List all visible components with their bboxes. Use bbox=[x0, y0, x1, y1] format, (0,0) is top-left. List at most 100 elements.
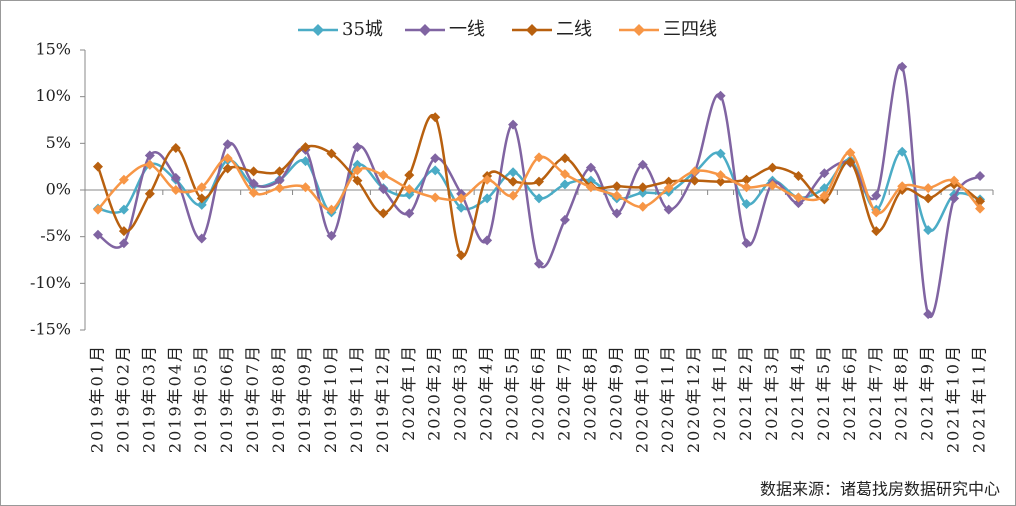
point bbox=[637, 187, 648, 198]
x-tick-label: 2020年5月 bbox=[503, 344, 522, 441]
x-tick-label: 2021年10月 bbox=[944, 344, 963, 453]
point bbox=[559, 169, 570, 180]
x-tick-label: 2020年10月 bbox=[632, 344, 651, 453]
point bbox=[741, 174, 752, 185]
point bbox=[793, 192, 804, 203]
point bbox=[871, 207, 882, 218]
x-tick-label: 2019年09月 bbox=[295, 344, 314, 453]
point bbox=[923, 183, 934, 194]
x-tick-label: 2020年1月 bbox=[399, 344, 418, 441]
point bbox=[663, 183, 674, 194]
point bbox=[715, 176, 726, 187]
point bbox=[508, 167, 519, 178]
x-tick-label: 2020年9月 bbox=[606, 344, 625, 441]
point bbox=[378, 208, 389, 219]
point bbox=[559, 153, 570, 164]
x-tick-label: 2019年08月 bbox=[269, 344, 288, 453]
y-tick-label: 0% bbox=[46, 180, 71, 199]
point bbox=[92, 161, 103, 172]
point bbox=[144, 188, 155, 199]
point bbox=[637, 182, 648, 193]
point bbox=[274, 183, 285, 194]
x-tick-label: 2019年04月 bbox=[165, 344, 184, 453]
point bbox=[118, 204, 129, 215]
point bbox=[975, 203, 986, 214]
point bbox=[456, 193, 467, 204]
point bbox=[508, 190, 519, 201]
point bbox=[845, 147, 856, 158]
point bbox=[300, 182, 311, 193]
point bbox=[897, 146, 908, 157]
point bbox=[534, 258, 544, 269]
point bbox=[534, 152, 544, 163]
point bbox=[741, 182, 752, 193]
point bbox=[326, 230, 337, 241]
point bbox=[300, 156, 311, 167]
point bbox=[923, 309, 934, 320]
point bbox=[585, 182, 596, 193]
point bbox=[637, 159, 648, 170]
point bbox=[715, 90, 726, 101]
point bbox=[637, 201, 648, 212]
point bbox=[508, 119, 519, 130]
point bbox=[767, 162, 778, 173]
point bbox=[482, 235, 493, 246]
legend-label: 二线 bbox=[556, 19, 592, 40]
x-tick-label: 2019年02月 bbox=[113, 344, 132, 453]
x-tick-label: 2021年1月 bbox=[710, 344, 729, 441]
point bbox=[949, 193, 960, 204]
point bbox=[559, 179, 570, 190]
x-tick-label: 2021年5月 bbox=[814, 344, 833, 441]
point bbox=[196, 233, 207, 244]
point bbox=[767, 180, 778, 191]
point bbox=[352, 165, 363, 176]
point bbox=[144, 159, 155, 170]
point bbox=[611, 190, 622, 201]
point bbox=[819, 190, 830, 201]
x-tick-label: 2019年10月 bbox=[321, 344, 340, 453]
point bbox=[378, 184, 389, 195]
point bbox=[404, 189, 415, 200]
point bbox=[923, 193, 934, 204]
point bbox=[326, 148, 337, 159]
y-tick-label: 15% bbox=[35, 40, 71, 59]
point bbox=[741, 238, 752, 249]
x-tick-label: 2021年9月 bbox=[918, 344, 937, 441]
point bbox=[222, 163, 233, 174]
point bbox=[534, 193, 544, 204]
y-tick-label: -5% bbox=[40, 226, 71, 245]
point bbox=[196, 193, 207, 204]
point bbox=[585, 162, 596, 173]
point bbox=[352, 159, 363, 170]
point bbox=[871, 190, 882, 201]
x-tick-label: 2021年4月 bbox=[788, 344, 807, 441]
point bbox=[430, 153, 441, 164]
x-tick-label: 2019年12月 bbox=[373, 344, 392, 453]
point bbox=[897, 181, 908, 192]
legend-label: 三四线 bbox=[663, 19, 717, 40]
legend-marker bbox=[312, 24, 324, 36]
point bbox=[404, 170, 415, 181]
point bbox=[741, 199, 752, 209]
point bbox=[196, 182, 207, 193]
x-tick-label: 2020年7月 bbox=[554, 344, 573, 441]
point bbox=[144, 150, 155, 161]
point bbox=[300, 142, 311, 153]
point bbox=[92, 204, 103, 215]
point bbox=[222, 139, 233, 150]
point bbox=[456, 250, 467, 261]
point bbox=[248, 178, 259, 189]
point bbox=[508, 176, 519, 187]
x-tick-label: 2020年11月 bbox=[658, 344, 677, 453]
point bbox=[456, 202, 467, 213]
source-note: 数据来源：诸葛找房数据研究中心 bbox=[760, 480, 1000, 499]
point bbox=[559, 214, 570, 225]
x-tick-label: 2020年4月 bbox=[477, 344, 496, 441]
x-tick-label: 2019年07月 bbox=[243, 344, 262, 453]
x-tick-label: 2021年11月 bbox=[970, 344, 989, 453]
point bbox=[949, 175, 960, 186]
point bbox=[689, 166, 700, 177]
x-tick-label: 2021年2月 bbox=[736, 344, 755, 441]
